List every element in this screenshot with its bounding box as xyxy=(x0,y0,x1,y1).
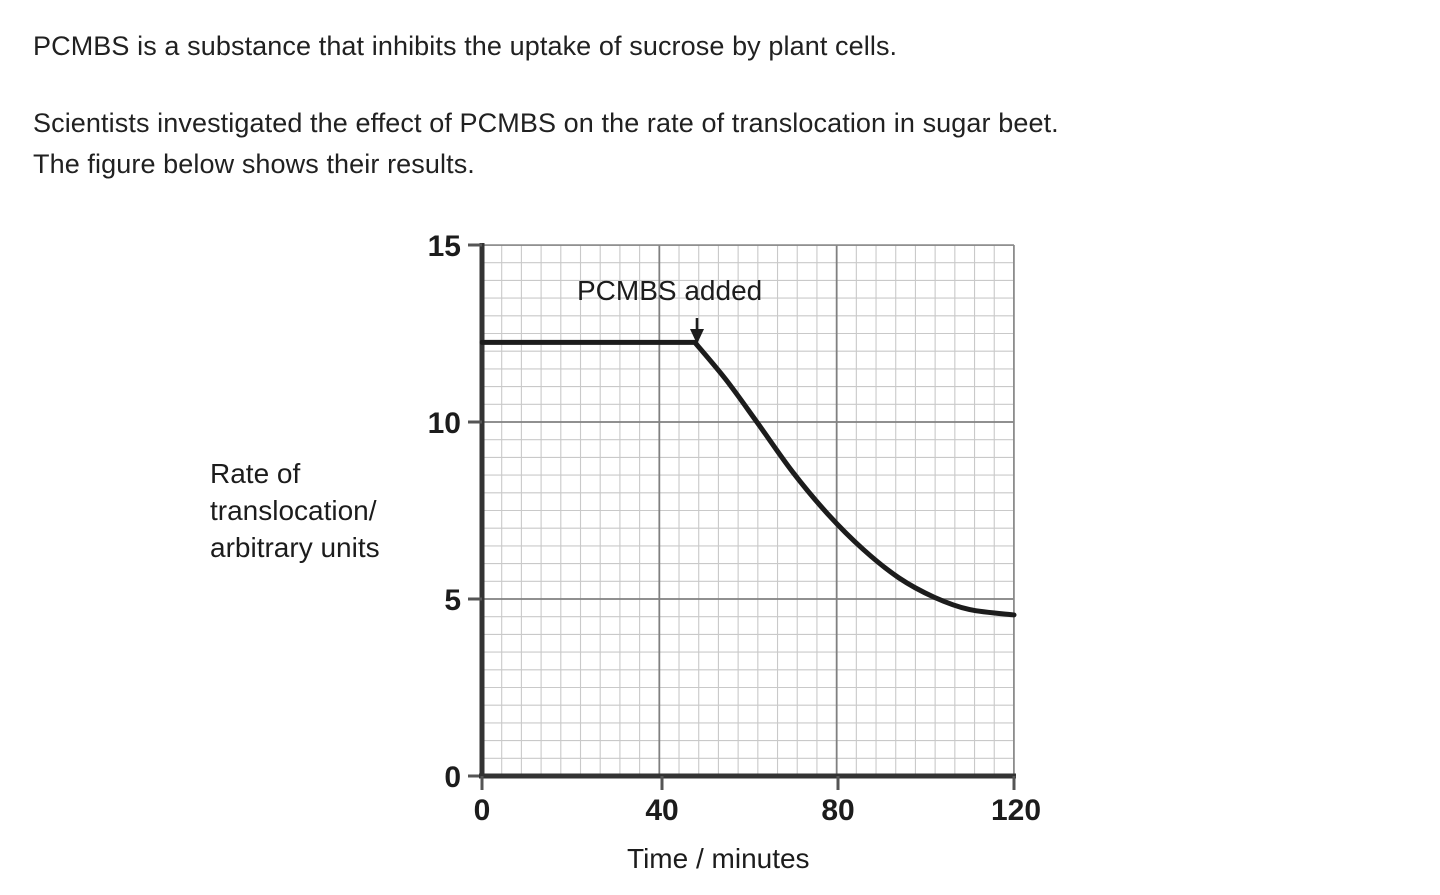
y-axis-label-line-3: arbitrary units xyxy=(210,532,380,563)
y-axis xyxy=(468,243,485,778)
y-axis-label-line-1: Rate of xyxy=(210,458,300,489)
x-tick-label-0: 0 xyxy=(474,794,491,827)
annotation-arrow-head-icon xyxy=(690,329,704,344)
y-tick-label-10: 10 xyxy=(428,407,461,440)
y-tick-labels: 15 10 5 0 xyxy=(428,230,461,794)
paragraph-gap xyxy=(33,67,1413,103)
plot-minor-grid xyxy=(482,245,1014,776)
x-axis xyxy=(479,773,1016,790)
stem-paragraph-2: Scientists investigated the effect of PC… xyxy=(33,108,1059,138)
data-series-line xyxy=(479,339,1017,618)
plot-major-grid xyxy=(482,245,1014,776)
y-tick-label-15: 15 xyxy=(428,230,461,263)
y-axis-label: Rate of translocation/ arbitrary units xyxy=(210,458,380,563)
x-axis-label: Time / minutes xyxy=(627,843,810,874)
x-tick-label-80: 80 xyxy=(821,794,854,827)
pcmbs-annotation: PCMBS added xyxy=(577,275,762,344)
x-tick-label-40: 40 xyxy=(645,794,678,827)
y-tick-label-0: 0 xyxy=(444,761,461,794)
question-stem: PCMBS is a substance that inhibits the u… xyxy=(33,26,1413,185)
x-tick-labels: 0 40 80 120 xyxy=(474,794,1041,827)
y-tick-label-5: 5 xyxy=(444,584,461,617)
x-tick-label-120: 120 xyxy=(991,794,1041,827)
y-axis-label-line-2: translocation/ xyxy=(210,495,377,526)
plot-frame xyxy=(482,244,1015,776)
stem-paragraph-1: PCMBS is a substance that inhibits the u… xyxy=(33,31,898,61)
annotation-label: PCMBS added xyxy=(577,275,762,306)
stem-paragraph-3: The figure below shows their results. xyxy=(33,149,475,179)
